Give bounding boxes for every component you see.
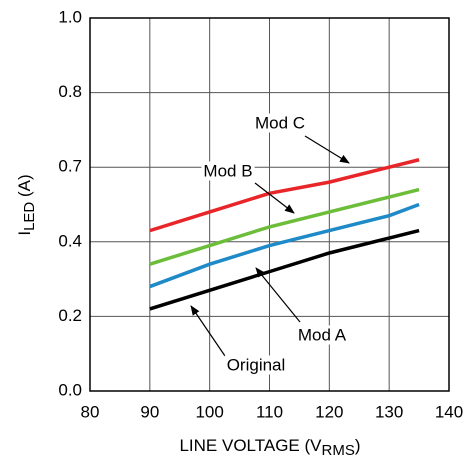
annotation-bg xyxy=(295,325,349,345)
series-line xyxy=(149,202,420,289)
annotation-arrow xyxy=(255,267,301,323)
y-axis-label: ILED (A) xyxy=(15,174,37,235)
annotation-label: Mod B xyxy=(203,161,252,180)
y-label-part: I xyxy=(15,231,34,236)
y-label-sub: LED xyxy=(21,202,38,231)
series-line xyxy=(149,187,420,266)
y-label-part: (A) xyxy=(15,174,34,201)
y-tick-label: 0.8 xyxy=(58,82,82,101)
x-tick-label: 110 xyxy=(256,402,283,421)
y-tick-label: 0.0 xyxy=(58,380,82,399)
annotation-bg xyxy=(252,113,308,133)
annotation-label: Mod C xyxy=(255,113,305,132)
x-axis-label: LINE VOLTAGE (VRMS) xyxy=(179,436,360,458)
annotation-bg xyxy=(201,161,255,181)
x-tick-label: 130 xyxy=(375,402,403,421)
annotation-arrow xyxy=(254,182,295,214)
y-tick-label: 0.4 xyxy=(58,231,82,250)
x-label-sub: RMS xyxy=(322,442,355,459)
x-tick-label: 80 xyxy=(81,402,100,421)
plot-border xyxy=(89,17,450,392)
annotation-bg xyxy=(224,355,288,375)
annotation-arrow xyxy=(304,135,350,164)
x-label-part: LINE VOLTAGE (V xyxy=(179,436,322,455)
annotation-label: Original xyxy=(227,355,286,374)
x-tick-label: 140 xyxy=(435,402,463,421)
y-tick-label: 0.2 xyxy=(58,306,82,325)
x-tick-label: 100 xyxy=(195,402,223,421)
annotation-label: Mod A xyxy=(298,325,347,344)
series-line xyxy=(149,158,420,233)
y-tick-label: 0.7 xyxy=(58,157,82,176)
x-tick-label: 120 xyxy=(315,402,343,421)
series-line xyxy=(149,228,420,311)
y-tick-label: 1.0 xyxy=(58,7,82,26)
annotation-arrow xyxy=(190,305,226,357)
x-label-part: ) xyxy=(355,436,361,455)
x-tick-label: 90 xyxy=(140,402,159,421)
